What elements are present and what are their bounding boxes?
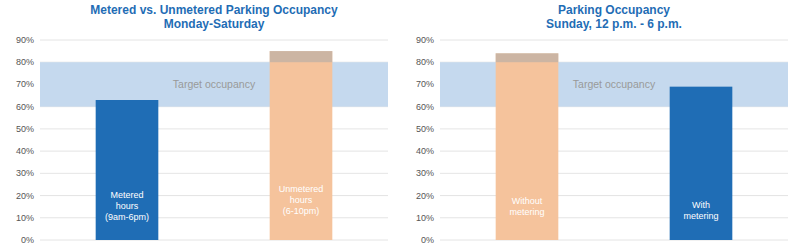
plot-area bbox=[440, 53, 788, 240]
target-band bbox=[440, 62, 788, 106]
y-tick-label: 30% bbox=[16, 168, 34, 178]
title-line: Metered vs. Unmetered Parking Occupancy bbox=[90, 3, 338, 17]
bar-label-line: Metered bbox=[110, 190, 143, 200]
bar-label-line: metering bbox=[683, 211, 718, 221]
y-tick-label: 10% bbox=[16, 213, 34, 223]
y-tick-label: 80% bbox=[416, 57, 434, 67]
bars bbox=[96, 51, 333, 240]
grid-line bbox=[440, 151, 788, 152]
y-tick-label: 10% bbox=[416, 213, 434, 223]
grid-line bbox=[440, 40, 788, 41]
overlap-overlay bbox=[496, 53, 559, 62]
grid-line bbox=[40, 195, 388, 196]
title-line: Parking Occupancy bbox=[558, 3, 670, 17]
target-band bbox=[40, 62, 388, 106]
bar-label-line: (9am-6pm) bbox=[105, 212, 149, 222]
grid-line bbox=[40, 240, 388, 241]
labels: Target occupancyMeteredhours(9am-6pm)Unm… bbox=[105, 78, 323, 222]
bar-label-line: Without bbox=[512, 196, 543, 206]
target-label: Target occupancy bbox=[573, 78, 656, 90]
grid-line bbox=[40, 40, 388, 41]
panel: Metered vs. Unmetered Parking OccupancyM… bbox=[16, 3, 388, 245]
bar-label: Unmeteredhours(6-10pm) bbox=[279, 184, 324, 216]
y-tick-label: 50% bbox=[416, 124, 434, 134]
y-tick-label: 40% bbox=[416, 146, 434, 156]
y-tick-label: 70% bbox=[416, 79, 434, 89]
y-tick-label: 20% bbox=[16, 191, 34, 201]
y-tick-label: 70% bbox=[16, 79, 34, 89]
target-label: Target occupancy bbox=[173, 78, 256, 90]
bar-label-line: With bbox=[692, 200, 710, 210]
y-tick-label: 30% bbox=[416, 168, 434, 178]
chart-svg: Metered vs. Unmetered Parking OccupancyM… bbox=[0, 0, 800, 250]
grid-line bbox=[40, 173, 388, 174]
title-line: Sunday, 12 p.m. - 6 p.m. bbox=[546, 17, 682, 31]
y-tick-label: 60% bbox=[16, 102, 34, 112]
plot-area bbox=[40, 51, 388, 240]
grid-line bbox=[440, 128, 788, 129]
grid-line bbox=[440, 195, 788, 196]
overlap-overlay bbox=[270, 51, 333, 62]
y-tick-label: 0% bbox=[21, 235, 34, 245]
title: Metered vs. Unmetered Parking OccupancyM… bbox=[90, 3, 338, 31]
bar bbox=[270, 51, 333, 240]
grid-line bbox=[40, 151, 388, 152]
y-tick-label: 0% bbox=[421, 235, 434, 245]
grid-line bbox=[440, 217, 788, 218]
y-tick-label: 20% bbox=[416, 191, 434, 201]
bar-label-line: hours bbox=[116, 201, 139, 211]
bar-label: Withoutmetering bbox=[509, 196, 544, 217]
y-tick-label: 50% bbox=[16, 124, 34, 134]
bar-label: Withmetering bbox=[683, 200, 718, 221]
y-tick-label: 40% bbox=[16, 146, 34, 156]
bar-label-line: metering bbox=[509, 207, 544, 217]
y-tick-label: 80% bbox=[16, 57, 34, 67]
bar-label-line: Unmetered bbox=[279, 184, 324, 194]
panel: Parking OccupancySunday, 12 p.m. - 6 p.m… bbox=[416, 3, 788, 245]
grid-line bbox=[40, 217, 388, 218]
grid-line bbox=[440, 240, 788, 241]
bar bbox=[670, 87, 733, 240]
grid-line bbox=[40, 128, 388, 129]
grid-line bbox=[440, 173, 788, 174]
figure: Metered vs. Unmetered Parking OccupancyM… bbox=[0, 0, 800, 250]
title: Parking OccupancySunday, 12 p.m. - 6 p.m… bbox=[546, 3, 682, 31]
bar-label-line: hours bbox=[290, 195, 313, 205]
bars bbox=[496, 53, 733, 240]
y-tick-label: 90% bbox=[16, 35, 34, 45]
bar-label-line: (6-10pm) bbox=[283, 206, 320, 216]
labels: Target occupancyWithoutmeteringWithmeter… bbox=[509, 78, 718, 220]
bar bbox=[96, 100, 159, 240]
title-line: Monday-Saturday bbox=[164, 17, 265, 31]
bar bbox=[496, 53, 559, 240]
bar-label: Meteredhours(9am-6pm) bbox=[105, 190, 149, 222]
y-tick-label: 60% bbox=[416, 102, 434, 112]
y-tick-label: 90% bbox=[416, 35, 434, 45]
